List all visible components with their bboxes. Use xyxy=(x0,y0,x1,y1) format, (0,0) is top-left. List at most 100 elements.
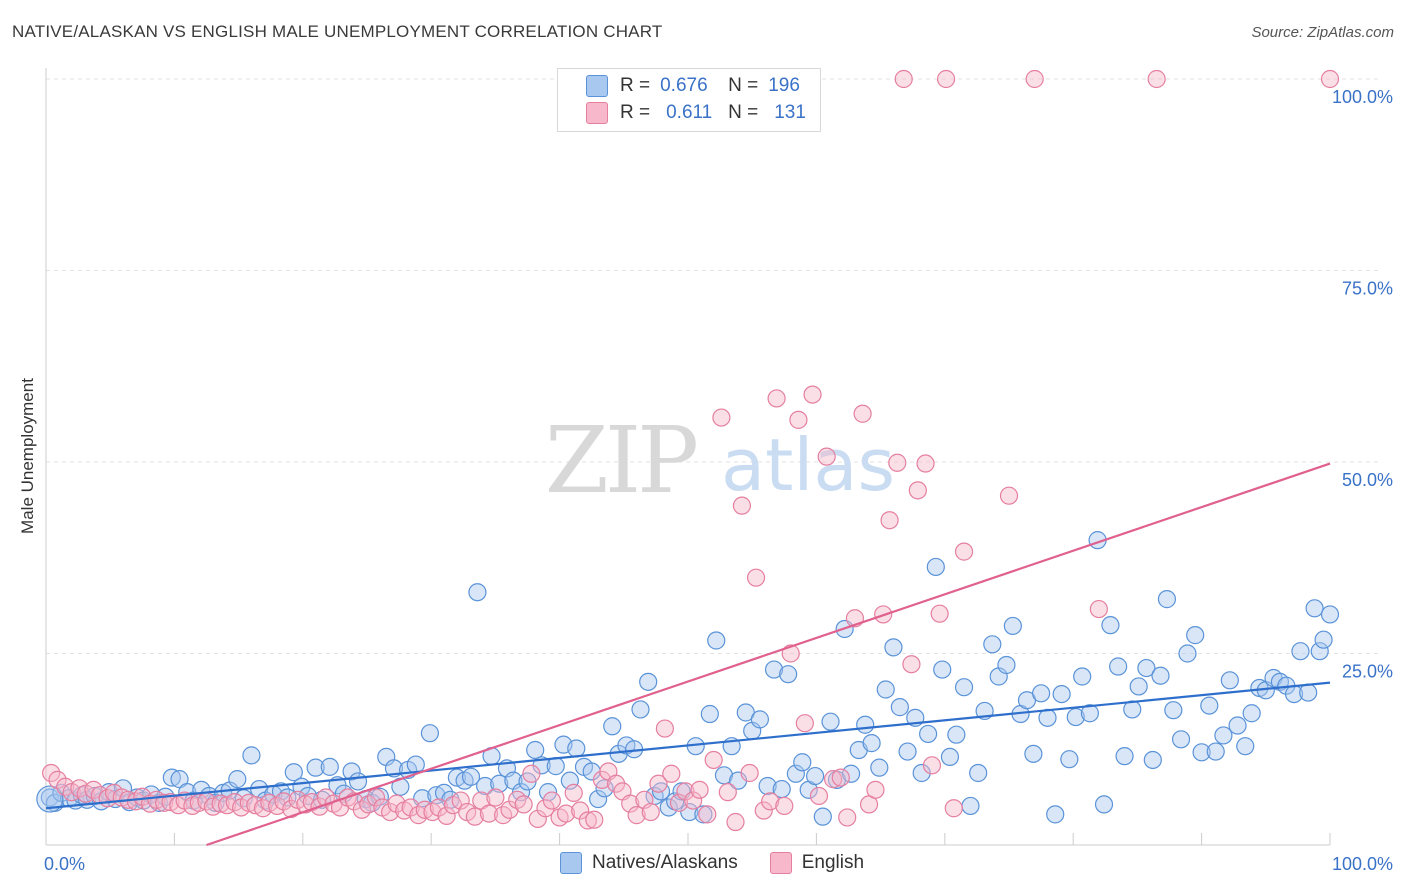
legend-r-value: 0.611 xyxy=(666,102,713,123)
english-point xyxy=(746,568,766,587)
english-point xyxy=(585,810,604,829)
natives-point xyxy=(242,746,261,765)
english-point xyxy=(155,793,174,812)
english-point xyxy=(684,791,703,810)
natives-point xyxy=(1031,684,1051,703)
natives-point xyxy=(1242,704,1261,723)
english-point xyxy=(500,800,519,819)
english-point xyxy=(922,756,942,775)
natives-point xyxy=(961,796,980,816)
natives-point xyxy=(1192,743,1211,762)
english-point xyxy=(838,808,857,827)
english-point xyxy=(1089,599,1108,619)
natives-point xyxy=(933,660,952,679)
natives-point xyxy=(997,655,1016,675)
natives-point xyxy=(926,557,945,577)
english-point xyxy=(761,792,780,811)
chart-title: NATIVE/ALASKAN VS ENGLISH MALE UNEMPLOYM… xyxy=(12,22,663,41)
english-point xyxy=(1025,69,1044,89)
english-point xyxy=(902,655,921,674)
english-point xyxy=(676,782,695,801)
english-point xyxy=(514,795,533,814)
english-point xyxy=(465,807,484,826)
english-point xyxy=(698,805,717,824)
english-point xyxy=(704,750,723,770)
natives-point xyxy=(714,766,734,785)
natives-point xyxy=(1137,658,1156,678)
natives-point xyxy=(1186,626,1205,645)
tick-labels: 25.0% 50.0% 75.0% 100.0% 0.0% 100.0% xyxy=(44,87,1393,874)
legend-swatch-pink xyxy=(769,852,792,874)
natives-point xyxy=(1151,666,1170,685)
natives-point xyxy=(40,788,59,807)
english-point xyxy=(930,604,949,623)
english-point xyxy=(42,763,61,783)
legend-r-label: R = xyxy=(620,75,651,96)
english-point xyxy=(853,404,872,423)
legend-n-value: 196 xyxy=(768,75,800,96)
natives-point xyxy=(758,776,777,796)
english-point xyxy=(508,790,527,809)
natives-point xyxy=(1310,642,1329,661)
natives-point xyxy=(1171,730,1191,749)
natives-point xyxy=(898,742,917,761)
legend-swatch-blue xyxy=(560,852,582,874)
english-point xyxy=(795,714,814,733)
natives-point xyxy=(1214,726,1233,745)
svg-text:atlas: atlas xyxy=(721,423,895,507)
english-point xyxy=(479,804,499,823)
english-point xyxy=(767,389,786,408)
natives-point xyxy=(862,734,881,753)
english-point xyxy=(712,408,731,427)
english-point xyxy=(908,481,927,500)
natives-point xyxy=(1115,747,1134,766)
natives-point xyxy=(348,772,368,791)
natives-point xyxy=(1200,696,1219,715)
natives-point xyxy=(1073,667,1092,686)
english-point xyxy=(732,496,752,515)
legend-n-label: N = xyxy=(728,75,759,96)
legend-item-natives[interactable]: Natives/Alaskans xyxy=(560,852,738,874)
natives-trend-line xyxy=(45,681,1331,810)
natives-point xyxy=(806,766,825,786)
english-point xyxy=(401,798,420,817)
legend-n-value: 131 xyxy=(774,102,806,123)
english-point xyxy=(954,542,974,561)
english-point xyxy=(437,806,456,825)
english-point xyxy=(803,385,822,404)
english-point xyxy=(451,791,470,810)
legend-r-value: 0.676 xyxy=(660,75,708,96)
trend-lines xyxy=(45,462,1331,847)
english-point xyxy=(775,796,794,816)
english-point xyxy=(823,770,843,789)
natives-point xyxy=(680,802,699,822)
y-axis-label: Male Unemployment xyxy=(18,378,37,534)
english-point xyxy=(880,511,899,530)
english-point xyxy=(359,795,378,814)
natives-point xyxy=(490,774,509,793)
english-point xyxy=(916,454,935,473)
natives-point xyxy=(567,739,586,758)
english-point xyxy=(387,794,406,813)
english-point xyxy=(621,794,640,813)
natives-point xyxy=(1299,683,1318,702)
natives-point xyxy=(1305,599,1324,618)
english-point xyxy=(754,801,773,820)
legend-label-natives: Natives/Alaskans xyxy=(592,852,738,873)
natives-point xyxy=(947,725,966,744)
natives-point xyxy=(1060,750,1079,769)
english-point xyxy=(641,802,660,822)
english-point xyxy=(817,447,836,466)
english-point xyxy=(894,69,913,89)
legend-n-label: N = xyxy=(728,102,759,123)
legend-swatch-blue xyxy=(586,75,608,97)
legend-item-english[interactable]: English xyxy=(769,852,864,874)
english-point xyxy=(486,788,505,807)
svg-text:ZIP: ZIP xyxy=(545,407,696,514)
natives-point xyxy=(890,698,909,717)
english-point xyxy=(781,644,800,663)
english-point xyxy=(578,811,597,830)
natives-point xyxy=(1291,642,1310,661)
english-point xyxy=(669,793,689,812)
natives-point xyxy=(793,753,812,772)
